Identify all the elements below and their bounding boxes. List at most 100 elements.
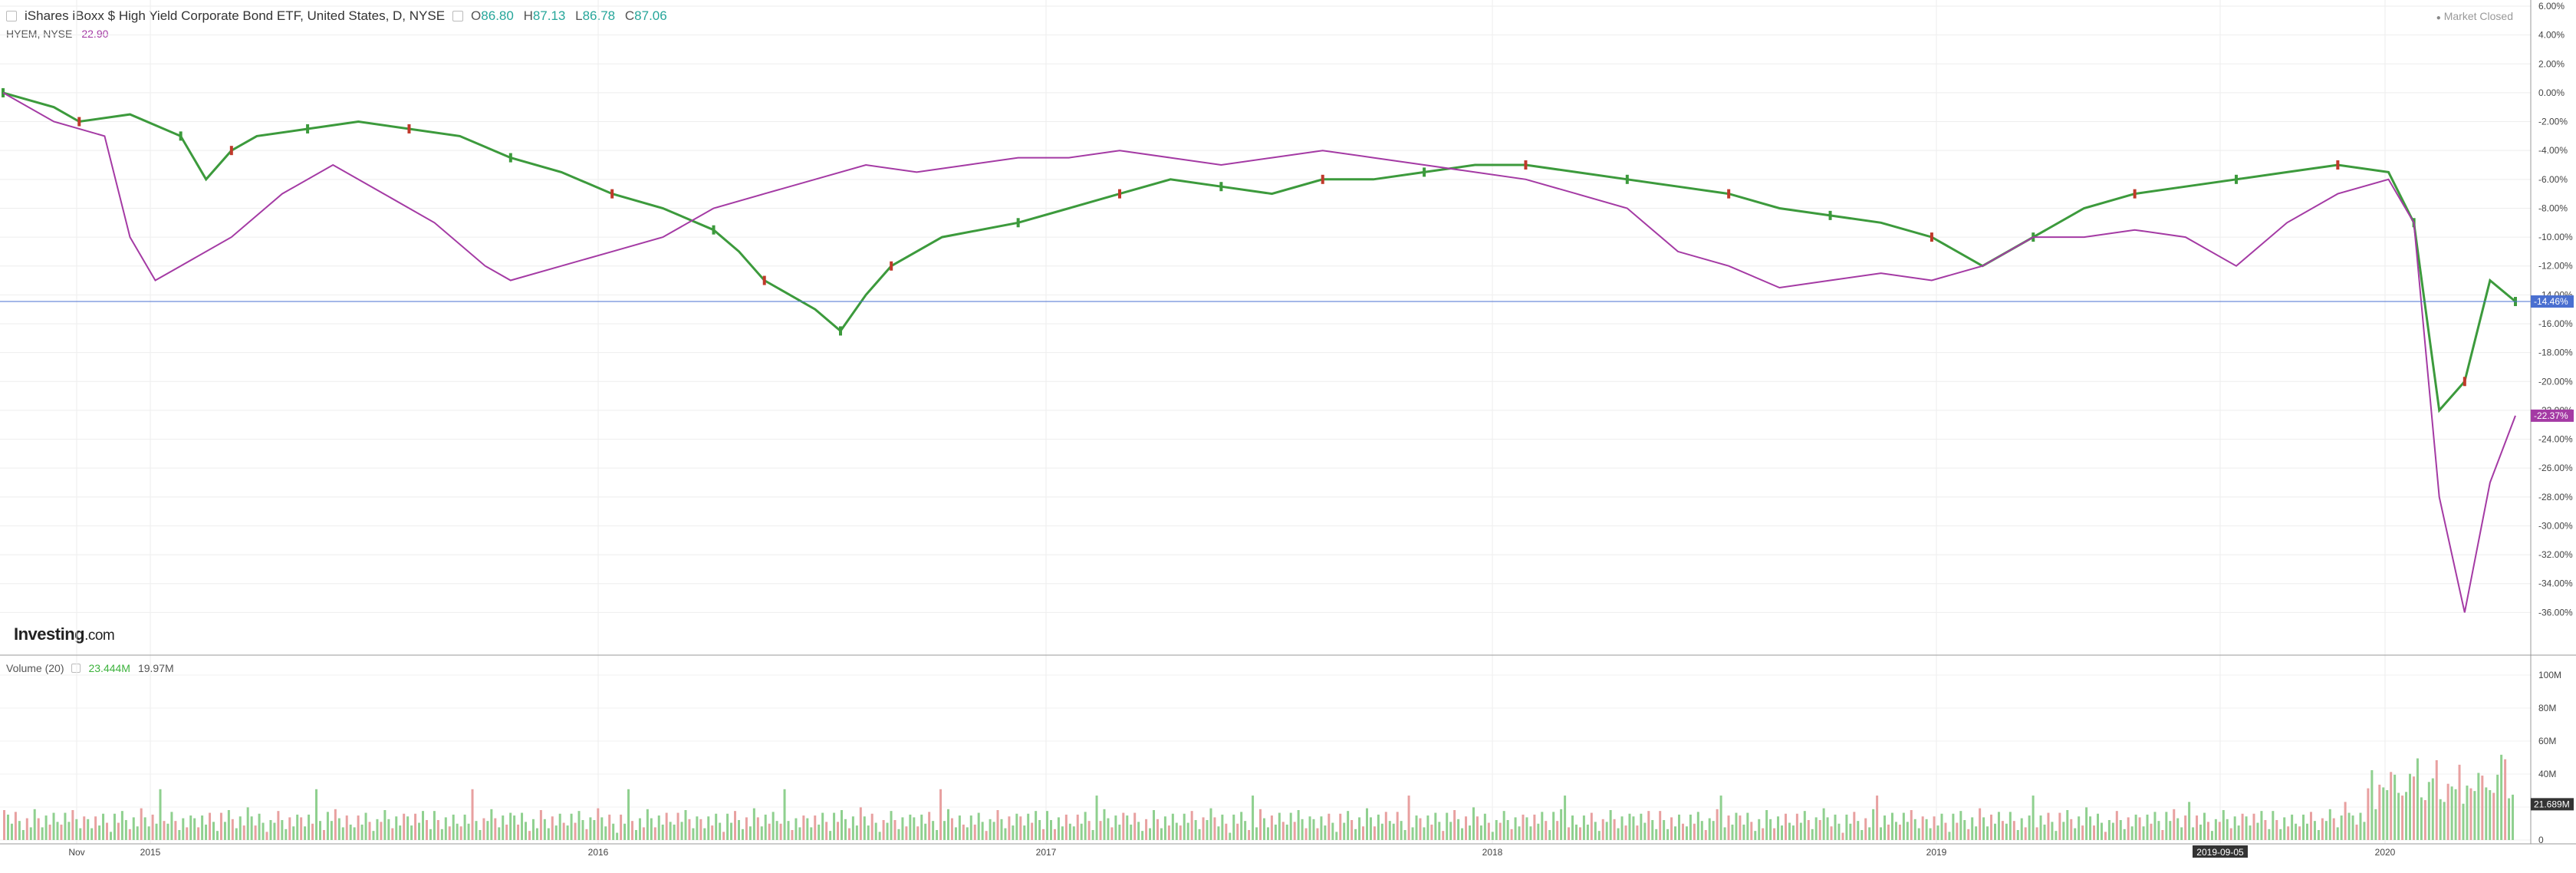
volume-bar [631, 821, 633, 840]
candle [508, 153, 512, 163]
volume-bar [711, 825, 714, 840]
volume-bar [787, 821, 790, 840]
volume-bar [1133, 812, 1137, 840]
volume-bar [1545, 821, 1548, 840]
volume-bar [531, 819, 535, 840]
volume-bar [1834, 814, 1837, 840]
volume-bar [1925, 819, 1928, 840]
volume-bar [1031, 822, 1034, 840]
volume-bar [479, 829, 482, 840]
volume-bar [676, 812, 679, 840]
volume-bar [1636, 825, 1639, 840]
volume-label[interactable]: Volume (20) [6, 662, 64, 674]
volume-bar [1777, 816, 1780, 840]
volume-bar [950, 818, 953, 840]
volume-settings-icon[interactable] [71, 664, 81, 673]
candle [1828, 210, 1832, 220]
volume-bar [1929, 828, 1932, 840]
volume-bar [851, 816, 854, 840]
volume-bar [1502, 811, 1505, 840]
volume-bar [380, 822, 383, 840]
compare-symbol[interactable]: HYEM, NYSE [6, 28, 73, 40]
volume-bar [399, 825, 402, 840]
candle [712, 225, 716, 235]
volume-bar [2180, 827, 2183, 840]
volume-bar [1640, 813, 1643, 840]
volume-bar [186, 827, 189, 840]
volume-bar [2184, 815, 2187, 840]
volume-bar [2188, 802, 2191, 840]
volume-bar [547, 828, 550, 840]
volume-bar [1183, 813, 1186, 840]
volume-bar [1696, 812, 1699, 840]
volume-bar [1465, 816, 1468, 840]
volume-bar [814, 815, 817, 840]
volume-bar [1252, 796, 1255, 840]
volume-bar [554, 825, 558, 840]
volume-bar [337, 818, 341, 840]
volume-bar [2066, 809, 2069, 840]
volume-bar [410, 825, 413, 840]
volume-bar [585, 829, 588, 840]
volume-bar [1948, 832, 1951, 840]
volume-bar [1229, 832, 1232, 840]
volume-bar [1814, 817, 1818, 840]
volume-bar [2222, 809, 2225, 840]
high-value: 87.13 [532, 8, 566, 23]
volume-bar [1898, 824, 1901, 840]
volume-bar [1807, 819, 1810, 840]
y-tick-label: -12.00% [2538, 261, 2573, 272]
volume-bar [475, 821, 478, 840]
volume-bar [2210, 831, 2213, 840]
volume-bar [2347, 812, 2351, 840]
volume-bar [1053, 829, 1056, 840]
volume-bar [1396, 812, 1399, 840]
volume-bar [513, 815, 516, 840]
volume-bar [372, 831, 375, 840]
collapse-icon[interactable] [6, 11, 17, 21]
volume-bar [1716, 809, 1719, 840]
volume-bar [1990, 814, 1993, 840]
volume-bar [1590, 812, 1593, 840]
volume-bar [1578, 827, 1581, 840]
volume-bar [1735, 812, 1738, 840]
volume-bar [94, 816, 97, 840]
volume-bar [1365, 808, 1368, 840]
volume-bar [98, 825, 101, 840]
open-label: O [471, 8, 482, 23]
volume-bar [2473, 791, 2476, 840]
volume-bar [425, 819, 428, 840]
volume-bar [292, 826, 295, 840]
volume-bar [2260, 811, 2263, 840]
volume-bar [2176, 818, 2180, 840]
volume-bar [1979, 808, 1982, 840]
volume-bar [1880, 827, 1883, 840]
volume-bar [642, 827, 645, 840]
volume-bar [2367, 788, 2370, 840]
volume-bar [2462, 803, 2465, 840]
volume-bar [64, 812, 67, 840]
volume-bar [795, 818, 798, 840]
candle [2235, 174, 2238, 184]
volume-bar [1449, 822, 1452, 840]
market-status: Market Closed [2436, 10, 2513, 22]
volume-bar [1845, 814, 1848, 840]
volume-bar [147, 826, 150, 840]
volume-bar [837, 822, 840, 840]
volume-bar [928, 812, 931, 840]
brand-logo: Investing.com [14, 624, 115, 644]
volume-bar [1495, 819, 1498, 840]
volume-bar [1837, 823, 1841, 840]
volume-bar [1917, 828, 1920, 840]
volume-bar [490, 809, 493, 840]
volume-bar [1050, 819, 1052, 840]
volume-bar [1795, 813, 1798, 840]
volume-bar [246, 807, 249, 840]
volume-bar [2078, 816, 2081, 840]
settings-icon[interactable] [452, 11, 464, 21]
price-marker-label: -14.46% [2534, 296, 2568, 307]
volume-bar [227, 809, 230, 840]
volume-bar [2351, 815, 2354, 840]
volume-bar [2393, 774, 2397, 840]
